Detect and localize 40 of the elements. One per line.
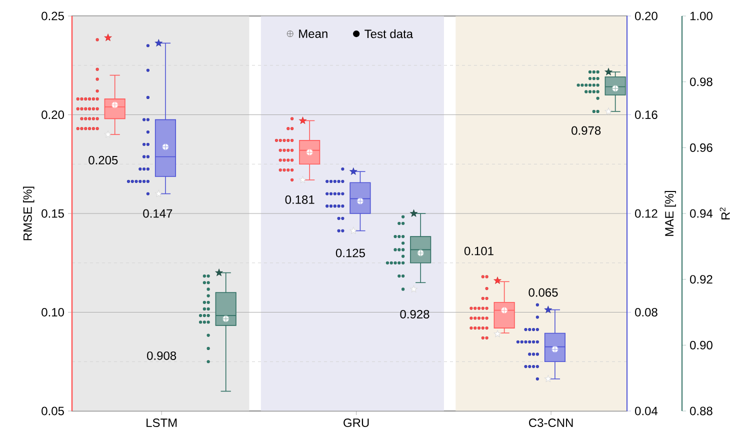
annotation: Mean bbox=[299, 30, 328, 38]
y-tick-label: 0.25 bbox=[42, 12, 64, 20]
y-tick-label: 0.20 bbox=[42, 110, 64, 119]
y3-tick-label: 1.00 bbox=[690, 12, 712, 20]
point bbox=[104, 34, 112, 41]
annotation: 0.908 bbox=[147, 351, 176, 360]
point bbox=[494, 330, 502, 338]
y2-tick-label: 0.12 bbox=[635, 209, 658, 218]
y2-axis-title: MAE [%] bbox=[664, 191, 676, 236]
point bbox=[104, 130, 112, 138]
y2-tick-label: 0.20 bbox=[635, 12, 658, 20]
y3-tick-label: 0.98 bbox=[690, 78, 712, 86]
y3-tick-label: 0.94 bbox=[690, 209, 713, 218]
annotation: 0.928 bbox=[400, 310, 430, 318]
annotation: 0.125 bbox=[336, 248, 365, 258]
y2-tick-label: 0.16 bbox=[635, 110, 658, 119]
y3-axis-title: R$^{2}$ bbox=[720, 208, 730, 220]
x-tick-label: LSTM bbox=[146, 418, 177, 428]
annotation: Test data bbox=[364, 29, 414, 38]
y2-tick-label: 0.04 bbox=[635, 406, 658, 416]
y3-tick-label: 0.92 bbox=[690, 275, 712, 284]
y2-tick-label: 0.08 bbox=[635, 308, 658, 316]
y-tick-label: 0.10 bbox=[42, 308, 64, 316]
annotation: 0.205 bbox=[88, 156, 118, 164]
x-tick-label: C3-CNN bbox=[529, 418, 573, 428]
point bbox=[299, 116, 306, 124]
annotation: 0.147 bbox=[143, 209, 172, 218]
annotation: 0.101 bbox=[464, 246, 494, 256]
y3-tick-label: 0.88 bbox=[690, 406, 712, 416]
x-tick-label: GRU bbox=[344, 418, 369, 428]
y-tick-label: 0.05 bbox=[42, 406, 64, 416]
annotation: 0.181 bbox=[285, 195, 314, 204]
point bbox=[299, 176, 306, 184]
y3-tick-label: 0.90 bbox=[690, 340, 712, 350]
annotation: 0.978 bbox=[572, 126, 601, 135]
point bbox=[494, 276, 502, 284]
annotation: 0.065 bbox=[528, 288, 558, 297]
y3-tick-label: 0.96 bbox=[690, 143, 712, 152]
y-axis-title: RMSE [%] bbox=[23, 186, 34, 240]
y-tick-label: 0.15 bbox=[42, 209, 64, 218]
